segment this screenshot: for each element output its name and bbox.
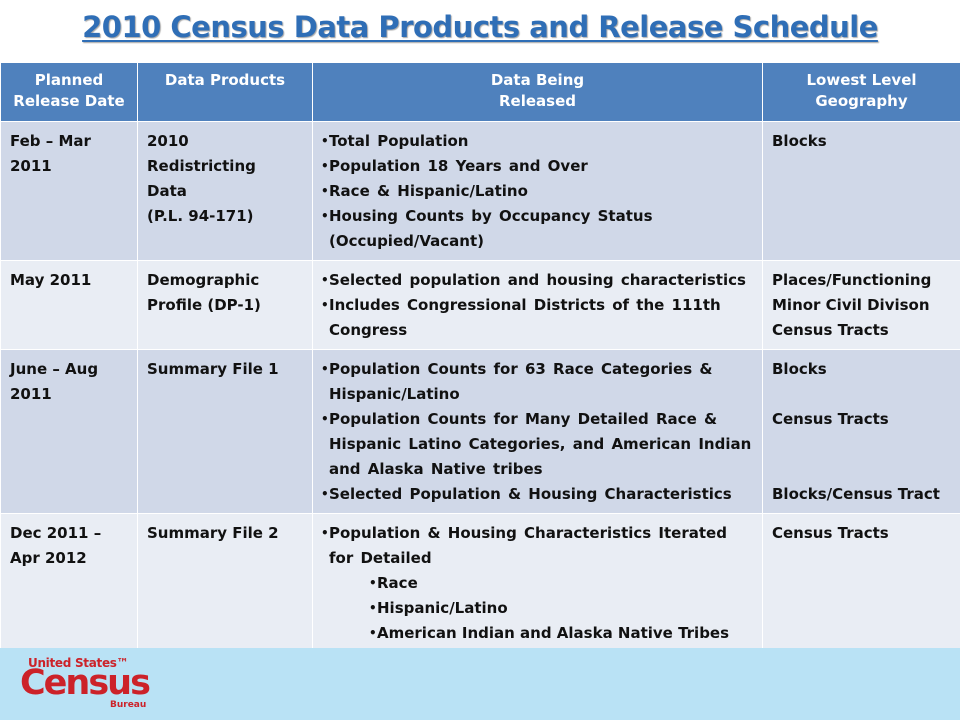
list-item: Selected Population & Housing Characteri… — [321, 482, 754, 507]
cell-geography: Blocks — [762, 121, 960, 261]
cell-text: Apr 2012 — [10, 549, 87, 567]
header-text: Data Products — [164, 71, 286, 89]
cell-text: 2010 — [147, 132, 189, 150]
footer-band — [0, 648, 960, 720]
header-text: Lowest Level — [806, 71, 917, 89]
bullet-list: Population Counts for 63 Race Categories… — [321, 357, 754, 507]
cell-release-date: June – Aug 2011 — [0, 349, 138, 514]
list-item: Total Population — [321, 129, 754, 154]
header-text: Planned — [34, 71, 104, 89]
header-text: Release Date — [13, 92, 125, 110]
release-schedule-table: Planned Release Date Data Products Data … — [0, 62, 960, 653]
cell-data-product: Summary File 1 — [137, 349, 313, 514]
cell-geography: Census Tracts — [762, 513, 960, 653]
cell-data-product: Summary File 2 — [137, 513, 313, 653]
list-item: Population 18 Years and Over — [321, 154, 754, 179]
header-release-date: Planned Release Date — [0, 62, 138, 122]
cell-text: Feb – Mar — [10, 132, 91, 150]
cell-data-released: Total Population Population 18 Years and… — [312, 121, 763, 261]
cell-text: June – Aug — [10, 360, 99, 378]
list-item: Selected population and housing characte… — [321, 268, 754, 293]
cell-text: Blocks — [772, 132, 827, 150]
cell-text: Census Tracts — [772, 321, 889, 339]
header-data-released: Data Being Released — [312, 62, 763, 122]
cell-text: Blocks/Census Tract — [772, 485, 940, 503]
list-item: Population Counts for 63 Race Categories… — [321, 357, 754, 407]
cell-text: Redistricting — [147, 157, 256, 175]
cell-data-product: 2010 Redistricting Data (P.L. 94-171) — [137, 121, 313, 261]
cell-text: May 2011 — [10, 271, 92, 289]
table-row: Feb – Mar 2011 2010 Redistricting Data (… — [0, 121, 960, 261]
cell-text: Minor Civil Divison — [772, 296, 930, 314]
table-header-row: Planned Release Date Data Products Data … — [0, 62, 960, 122]
header-text: Geography — [815, 92, 908, 110]
cell-text: Data — [147, 182, 187, 200]
cell-text: 2011 — [10, 157, 52, 175]
cell-data-released: Population Counts for 63 Race Categories… — [312, 349, 763, 514]
cell-geography: Blocks Census Tracts Blocks/Census Tract — [762, 349, 960, 514]
bullet-list: Selected population and housing characte… — [321, 268, 754, 343]
sub-list-item: Race — [369, 571, 754, 596]
logo-line-1: United States™ — [28, 656, 129, 670]
cell-release-date: Feb – Mar 2011 — [0, 121, 138, 261]
cell-text: Census Tracts — [772, 524, 889, 542]
cell-text: Census Tracts — [772, 410, 889, 428]
cell-data-released: Selected population and housing characte… — [312, 260, 763, 350]
slide-title: 2010 Census Data Products and Release Sc… — [82, 10, 878, 44]
cell-text: Blocks — [772, 360, 827, 378]
bullet-list: Total Population Population 18 Years and… — [321, 129, 754, 254]
cell-text: (P.L. 94-171) — [147, 207, 254, 225]
table-row: June – Aug 2011 Summary File 1 Populatio… — [0, 349, 960, 514]
list-item: Population & Housing Characteristics Ite… — [321, 521, 754, 571]
header-data-products: Data Products — [137, 62, 313, 122]
cell-release-date: Dec 2011 – Apr 2012 — [0, 513, 138, 653]
header-text: Released — [499, 92, 576, 110]
logo-line-2: Census — [20, 663, 151, 703]
cell-text: Summary File 1 — [147, 360, 279, 378]
logo-line-3: Bureau — [110, 700, 147, 710]
cell-text: Demographic — [147, 271, 260, 289]
sub-list-item: Hispanic/Latino — [369, 596, 754, 621]
list-item: Race & Hispanic/Latino — [321, 179, 754, 204]
header-text: Data Being — [490, 71, 585, 89]
cell-text: Dec 2011 – — [10, 524, 102, 542]
cell-geography: Places/Functioning Minor Civil Divison C… — [762, 260, 960, 350]
cell-release-date: May 2011 — [0, 260, 138, 350]
cell-text: Profile (DP-1) — [147, 296, 261, 314]
cell-text: Summary File 2 — [147, 524, 279, 542]
list-item: Population Counts for Many Detailed Race… — [321, 407, 754, 482]
cell-text: Places/Functioning — [772, 271, 932, 289]
list-item: Housing Counts by Occupancy Status (Occu… — [321, 204, 754, 254]
cell-data-released: Population & Housing Characteristics Ite… — [312, 513, 763, 653]
bullet-list: Population & Housing Characteristics Ite… — [321, 521, 754, 571]
cell-text: 2011 — [10, 385, 52, 403]
sub-bullet-list: Race Hispanic/Latino American Indian and… — [322, 571, 754, 646]
census-bureau-logo: United States™ Census Bureau — [20, 656, 152, 714]
sub-list-item: American Indian and Alaska Native Tribes — [369, 621, 754, 646]
table-row: May 2011 Demographic Profile (DP-1) Sele… — [0, 260, 960, 350]
cell-data-product: Demographic Profile (DP-1) — [137, 260, 313, 350]
list-item: Includes Congressional Districts of the … — [321, 293, 754, 343]
table-row: Dec 2011 – Apr 2012 Summary File 2 Popul… — [0, 513, 960, 653]
header-geography: Lowest Level Geography — [762, 62, 960, 122]
